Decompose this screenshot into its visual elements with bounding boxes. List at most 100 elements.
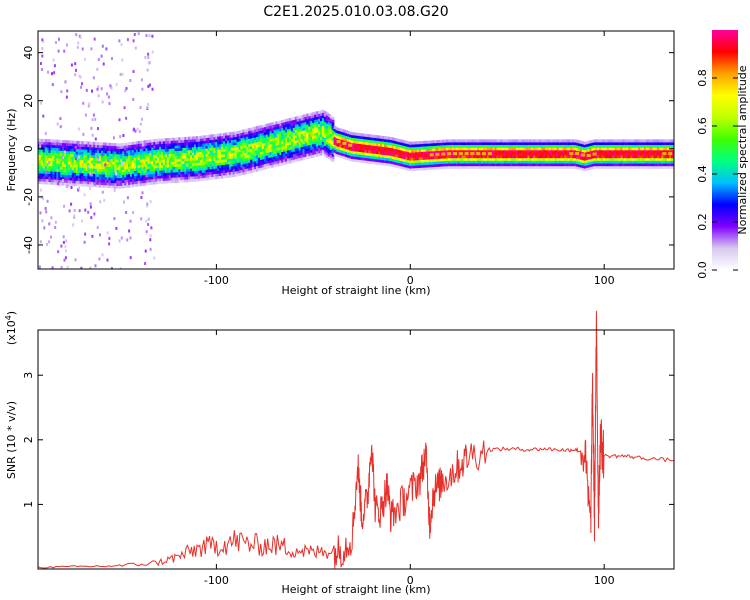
- spectrogram-cell: [671, 160, 674, 164]
- spectrogram-cell: [449, 139, 453, 143]
- spectrogram-cell: [626, 142, 630, 145]
- spectrogram-cell: [448, 160, 451, 164]
- spectrogram-cell: [182, 176, 186, 180]
- spectrogram-cell: [73, 148, 77, 152]
- spectrogram-cell: [638, 163, 641, 167]
- spectrogram-noise: [145, 34, 148, 38]
- spectrogram-cell: [215, 139, 219, 143]
- spectrogram-cell: [605, 157, 608, 161]
- spectrogram-cell: [67, 177, 71, 181]
- spectrogram-cell: [645, 139, 649, 143]
- spectrogram-cell: [329, 144, 333, 148]
- spectrogram-cell: [376, 151, 379, 155]
- spectrogram-cell: [205, 164, 209, 168]
- spectrogram-cell: [221, 146, 224, 150]
- spectrogram-peak: [336, 140, 341, 144]
- spectrogram-cell: [254, 158, 257, 162]
- spectrogram-cell: [197, 178, 201, 182]
- spectrogram-cell: [254, 145, 257, 149]
- spectrogram-cell: [289, 157, 292, 161]
- spectrogram-cell: [331, 145, 335, 149]
- spectrogram-cell: [513, 152, 517, 156]
- spectrogram-cell: [93, 152, 96, 156]
- spectrogram-cell: [108, 150, 112, 154]
- spectrogram-cell: [60, 153, 63, 157]
- spectrogram-cell: [250, 146, 253, 150]
- spectrogram-cell: [226, 137, 230, 141]
- colorbar-gradient: [712, 30, 738, 270]
- spectrogram-cell: [329, 123, 333, 127]
- spectrogram-cell: [112, 161, 116, 165]
- spectrogram-cell: [153, 141, 156, 145]
- spectrogram-cell: [436, 150, 440, 154]
- spectrogram-cell: [79, 167, 83, 171]
- spectrogram-cell: [302, 154, 306, 158]
- spectrogram-cell: [603, 160, 606, 164]
- spectrogram-cell: [372, 145, 376, 149]
- spectrogram-cell: [548, 142, 552, 145]
- spectrogram-cell: [630, 152, 633, 156]
- spectrogram-cell: [112, 143, 116, 147]
- spectrogram-cell: [471, 139, 474, 143]
- spectrogram-cell: [69, 159, 73, 162]
- spectrogram-cell: [219, 151, 222, 155]
- spectrogram-cell: [589, 140, 593, 144]
- spectrogram-cell: [201, 177, 205, 181]
- spectrogram-cell: [159, 154, 162, 158]
- spectrogram-cell: [353, 143, 356, 146]
- spectrogram-cell: [537, 149, 540, 153]
- spectrogram-cell: [267, 131, 271, 135]
- spectrogram-cell: [211, 152, 215, 156]
- spectrogram-cell: [541, 139, 544, 143]
- spectrogram-cell: [162, 180, 166, 184]
- spectrogram-cell: [451, 149, 455, 153]
- spectrogram-cell: [337, 127, 341, 131]
- spectrogram-cell: [230, 150, 234, 154]
- spectrogram-cell: [259, 141, 263, 144]
- spectrogram-cell: [614, 155, 618, 159]
- spectrogram-cell: [62, 174, 65, 178]
- spectrogram-cell: [139, 183, 143, 187]
- spectrogram-cell: [595, 142, 599, 145]
- spectrogram-cell: [292, 138, 296, 142]
- spectrogram-cell: [298, 128, 302, 132]
- spectrogram-cell: [256, 144, 259, 148]
- spectrogram-cell: [69, 145, 73, 149]
- spectrogram-cell: [490, 160, 494, 164]
- spectrogram-cell: [203, 148, 207, 152]
- spectrogram-cell: [639, 155, 643, 159]
- spectrogram-cell: [192, 141, 195, 145]
- spectrogram-cell: [184, 152, 188, 156]
- spectrogram-cell: [657, 149, 661, 153]
- spectrogram-cell: [201, 146, 205, 150]
- spectrogram-cell: [529, 157, 533, 161]
- spectrogram-cell: [636, 139, 639, 143]
- spectrogram-cell: [48, 181, 52, 185]
- spectrogram-cell: [159, 143, 162, 147]
- spectrogram-cell: [213, 155, 217, 159]
- spectrogram-cell: [523, 157, 527, 161]
- spectrogram-cell: [269, 136, 273, 139]
- spectrogram-noise: [62, 235, 65, 239]
- spectrogram-cell: [453, 144, 457, 148]
- spectrogram-cell: [304, 130, 308, 133]
- spectrogram-cell: [97, 155, 100, 159]
- spectrogram-cell: [300, 131, 304, 134]
- spectrogram-cell: [575, 139, 579, 143]
- spectrogram-cell: [128, 144, 131, 148]
- spectrogram-cell: [108, 166, 112, 170]
- spectrogram-cell: [312, 120, 315, 124]
- spectrogram-cell: [523, 142, 527, 145]
- spectrogram-cell: [108, 158, 112, 162]
- spectrogram-cell: [240, 140, 244, 144]
- spectrogram-cell: [112, 153, 116, 157]
- spectrogram-cell: [60, 171, 63, 175]
- spectrogram-cell: [665, 139, 668, 143]
- spectrogram-cell: [605, 163, 608, 167]
- spectrogram-cell: [180, 171, 184, 175]
- spectrogram-cell: [223, 132, 226, 136]
- spectrogram-cell: [102, 171, 106, 175]
- spectrogram-cell: [174, 148, 178, 152]
- spectrogram-peak: [557, 152, 562, 156]
- spectrogram-cell: [304, 135, 308, 139]
